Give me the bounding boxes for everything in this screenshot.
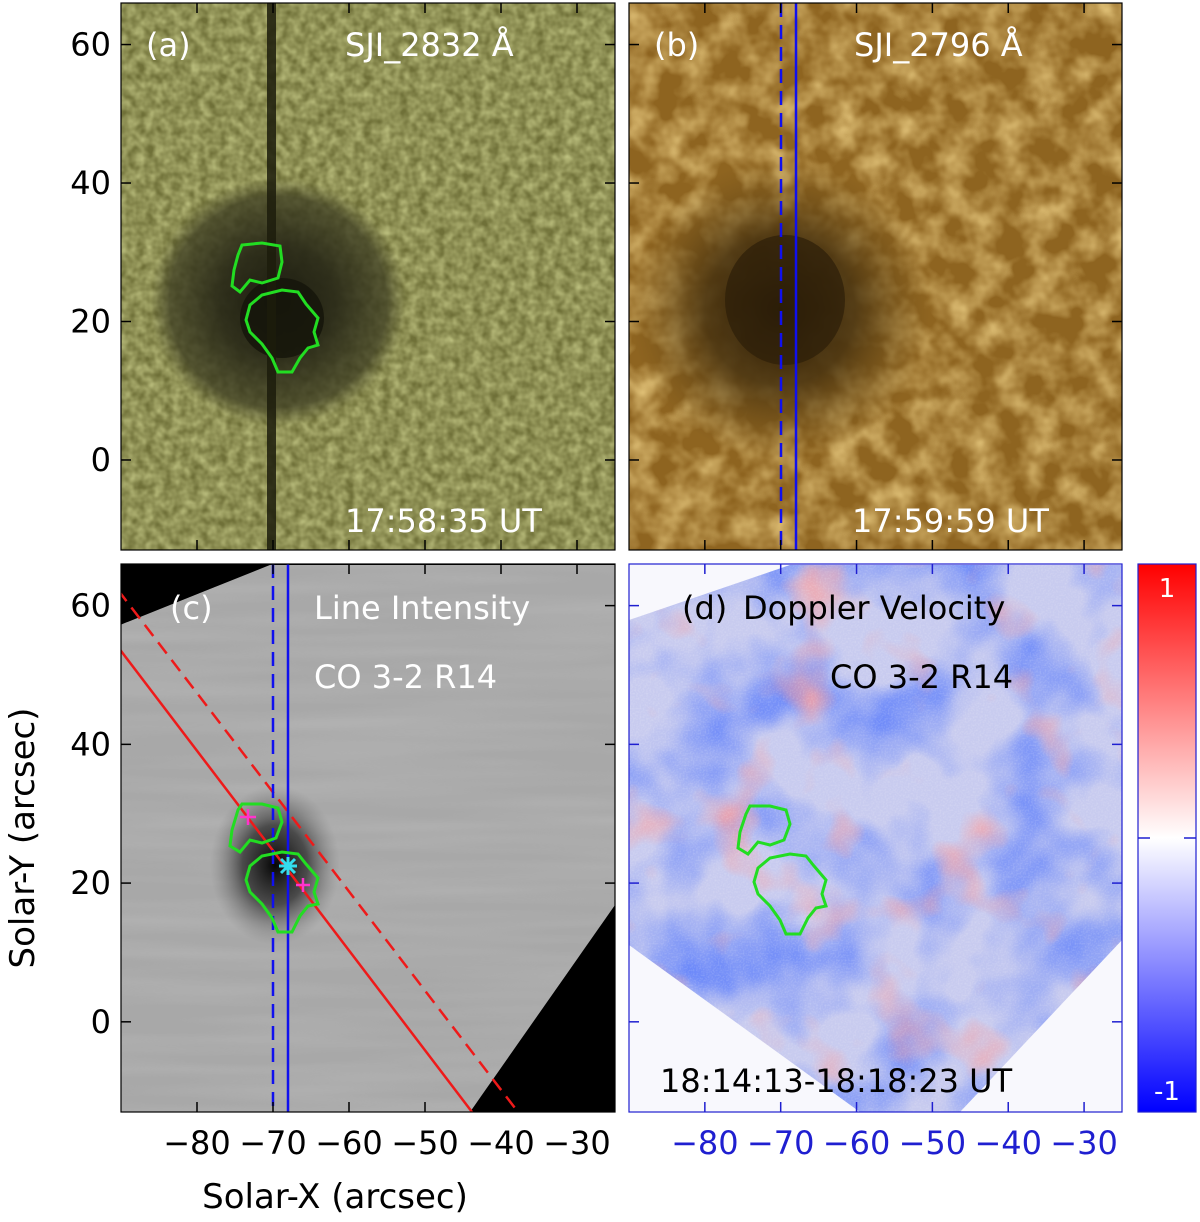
panel-d-x-tick-label: −30: [1050, 1124, 1118, 1162]
panel-c-subtitle: CO 3-2 R14: [314, 658, 497, 696]
panel-b-time: 17:59:59 UT: [852, 502, 1049, 540]
panel-c-streaks: [121, 565, 615, 1112]
panel-a: [121, 3, 615, 550]
panel-d-contour-upper: [736, 804, 792, 856]
y-tick-label: 40: [70, 164, 111, 202]
panel-c-title: Line Intensity: [314, 589, 530, 627]
panel-b-title: SJI_2796 Å: [854, 26, 1023, 64]
panel-d: [629, 564, 1122, 1112]
panel-c-x-tick-label: −70: [239, 1124, 307, 1162]
y-tick-label: 40: [70, 725, 111, 763]
panel-d-time: 18:14:13-18:18:23 UT: [660, 1062, 1013, 1100]
panel-a-frame: [120, 2, 616, 551]
panel-c-star-marker: [279, 857, 297, 875]
panel-b-core: [725, 235, 845, 365]
panel-c: [121, 564, 615, 1112]
y-tick-label: 60: [70, 587, 111, 625]
panel-b-label: (b): [654, 26, 699, 64]
y-tick-label: 20: [70, 864, 111, 902]
panel-d-label: (d): [682, 589, 727, 627]
y-tick-label: 60: [70, 26, 111, 64]
panel-d-x-tick-label: −50: [899, 1124, 967, 1162]
panel-c-cut-solid: [121, 648, 473, 1112]
panel-a-slit: [267, 3, 276, 550]
panel-c-contour-upper: [228, 802, 284, 854]
panel-a-label: (a): [146, 26, 191, 64]
panel-c-frame: [120, 563, 616, 1113]
panel-d-x-tick-label: −40: [974, 1124, 1042, 1162]
y-axis-title: Solar-Y (arcsec): [3, 708, 43, 969]
panel-c-x-tick-label: −60: [315, 1124, 383, 1162]
panel-c-x-tick-label: −30: [543, 1124, 611, 1162]
panel-d-x-tick-label: −60: [823, 1124, 891, 1162]
panel-c-label: (c): [170, 589, 213, 627]
panel-c-spot: [210, 785, 340, 945]
y-tick-label: 20: [70, 303, 111, 341]
colorbar-max-label: 1: [1159, 574, 1176, 604]
panel-d-x-tick-label: −70: [747, 1124, 815, 1162]
panel-c-x-tick-label: −40: [467, 1124, 535, 1162]
panel-d-x-tick-label: −80: [671, 1124, 739, 1162]
panel-d-contour-lower: [752, 852, 828, 936]
x-axis-title: Solar-X (arcsec): [202, 1177, 468, 1217]
panel-a-time: 17:58:35 UT: [345, 502, 542, 540]
panel-d-frame: [628, 563, 1123, 1113]
colorbar-min-label: -1: [1154, 1077, 1180, 1107]
panel-c-contour-lower: [244, 850, 320, 934]
panel-c-x-tick-label: −80: [163, 1124, 231, 1162]
panel-d-subtitle: CO 3-2 R14: [830, 658, 1013, 696]
y-tick-label: 0: [91, 441, 111, 479]
panel-c-cross-marker-upper: [240, 809, 256, 825]
panel-a-contour-upper: [230, 241, 284, 295]
panel-c-x-tick-label: −50: [391, 1124, 459, 1162]
panel-a-contour-lower: [244, 288, 320, 374]
panel-d-title: Doppler Velocity: [743, 589, 1005, 627]
y-tick-label: 0: [91, 1003, 111, 1041]
panel-b: [629, 3, 1122, 550]
panel-c-cross-marker-lower: [296, 878, 310, 892]
panel-a-title: SJI_2832 Å: [345, 26, 514, 64]
panel-b-frame: [628, 2, 1123, 551]
